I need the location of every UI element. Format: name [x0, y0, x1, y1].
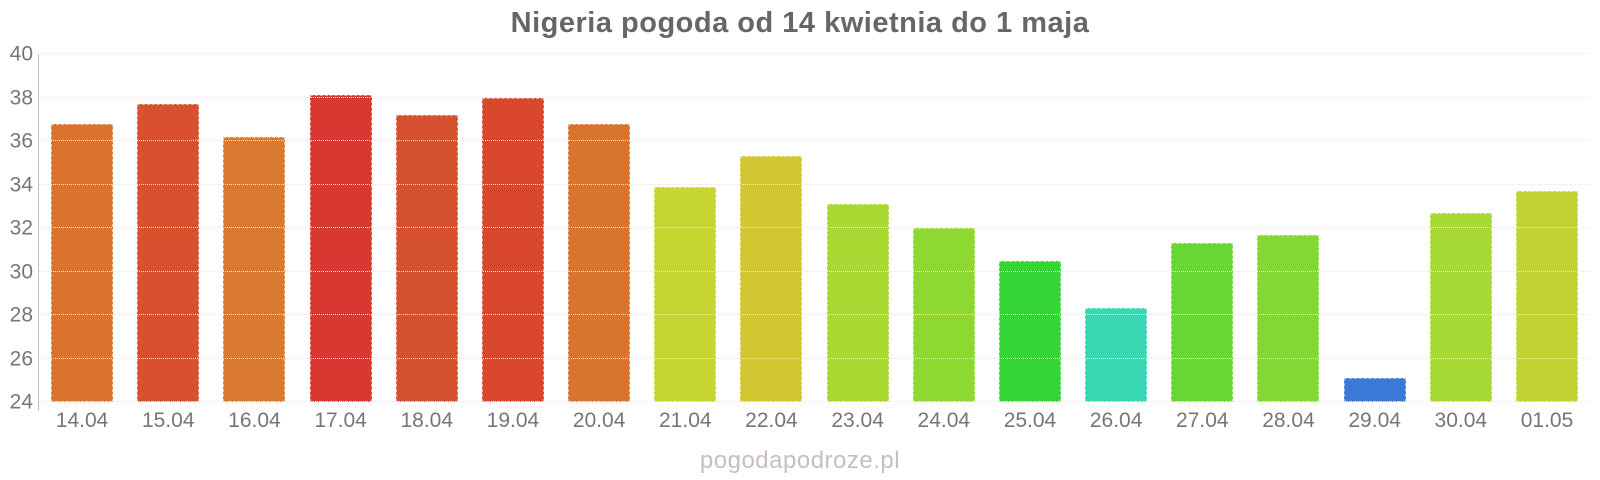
gridline [39, 227, 1590, 228]
gridline [39, 270, 1590, 272]
y-axis-label: 24 [9, 390, 33, 414]
x-axis-label: 22.04 [745, 409, 798, 432]
bar-29.04[interactable] [1343, 378, 1406, 402]
x-axis-label: 24.04 [917, 409, 971, 432]
bar-column: 29.04 [1332, 54, 1418, 431]
x-axis-label: 17.04 [314, 409, 367, 432]
x-axis-label: 28.04 [1262, 409, 1315, 432]
bar-columns: 14.04 15.04 16.04 17.04 18.04 19.04 20.04 21.04… [39, 54, 1590, 431]
gridline [39, 314, 1590, 315]
bar-column: 30.04 [1418, 54, 1504, 431]
bar-column: 27.04 [1159, 54, 1245, 431]
bar-17.04[interactable] [309, 95, 372, 402]
x-axis-label: 30.04 [1434, 409, 1488, 432]
bar-column: 25.04 [987, 54, 1073, 431]
bar-25.04[interactable] [998, 260, 1061, 402]
bar-22.04[interactable] [740, 156, 803, 402]
y-axis-line [38, 54, 39, 411]
x-axis-label: 25.04 [1003, 409, 1057, 432]
bar-column: 18.04 [384, 54, 470, 431]
y-axis-labels: 24 26 28 30 32 34 36 38 40 [0, 44, 33, 413]
bar-21.04[interactable] [654, 186, 717, 402]
y-axis-label: 40 [9, 42, 33, 66]
x-axis-label: 26.04 [1089, 409, 1143, 432]
y-axis-label: 28 [9, 303, 33, 327]
bar-26.04[interactable] [1085, 308, 1148, 402]
gridline [39, 53, 1590, 54]
y-axis-label: 38 [9, 86, 33, 109]
plot-area: 14.04 15.04 16.04 17.04 18.04 19.04 20.04 21.04… [39, 53, 1590, 431]
bar-column: 28.04 [1245, 54, 1331, 431]
x-axis-label: 27.04 [1176, 409, 1229, 432]
bar-column: 15.04 [125, 54, 211, 431]
bar-16.04[interactable] [223, 136, 286, 402]
bar-23.04[interactable] [826, 204, 889, 402]
bar-14.04[interactable] [51, 123, 114, 402]
y-axis-label: 36 [9, 129, 33, 153]
y-axis-label: 30 [9, 260, 33, 283]
bar-column: 01.05 [1504, 54, 1590, 431]
bar-27.04[interactable] [1171, 243, 1234, 402]
x-axis-label: 18.04 [400, 409, 454, 432]
bar-15.04[interactable] [137, 104, 200, 402]
bar-column: 24.04 [901, 54, 987, 431]
bar-column: 22.04 [728, 54, 814, 431]
bar-28.04[interactable] [1257, 234, 1320, 402]
x-axis-label: 19.04 [486, 409, 540, 432]
bar-column: 20.04 [556, 54, 642, 431]
bar-30.04[interactable] [1429, 212, 1492, 402]
x-axis-label: 20.04 [572, 409, 626, 432]
bar-20.04[interactable] [568, 123, 631, 402]
bar-column: 23.04 [815, 54, 901, 431]
x-axis-label: 29.04 [1348, 409, 1401, 432]
bar-19.04[interactable] [481, 97, 544, 402]
x-axis-label: 23.04 [831, 409, 884, 432]
bar-01.05[interactable] [1516, 191, 1578, 402]
watermark: pogodapodroze.pl [699, 447, 901, 474]
bar-column: 21.04 [642, 54, 728, 431]
bar-column: 17.04 [298, 54, 384, 431]
chart-title: Nigeria pogoda od 14 kwietnia do 1 maja [510, 7, 1090, 39]
x-axis-label: 21.04 [659, 409, 712, 432]
bar-18.04[interactable] [395, 114, 458, 402]
gridline [39, 401, 1590, 402]
y-axis-label: 32 [9, 216, 33, 240]
bar-24.04[interactable] [912, 228, 975, 402]
gridline [39, 140, 1590, 141]
bar-column: 16.04 [211, 54, 297, 431]
x-axis-label: 01.05 [1520, 409, 1574, 432]
y-axis-label: 26 [9, 347, 33, 370]
gridline [39, 357, 1590, 359]
gridline [39, 96, 1590, 98]
y-axis-label: 34 [9, 173, 33, 196]
x-axis-label: 16.04 [228, 409, 281, 432]
gridline [39, 183, 1590, 185]
bar-column: 26.04 [1073, 54, 1159, 431]
bar-column: 14.04 [39, 54, 125, 431]
x-axis-label: 15.04 [141, 409, 195, 432]
bar-column: 19.04 [470, 54, 556, 431]
x-axis-label: 14.04 [55, 409, 109, 432]
